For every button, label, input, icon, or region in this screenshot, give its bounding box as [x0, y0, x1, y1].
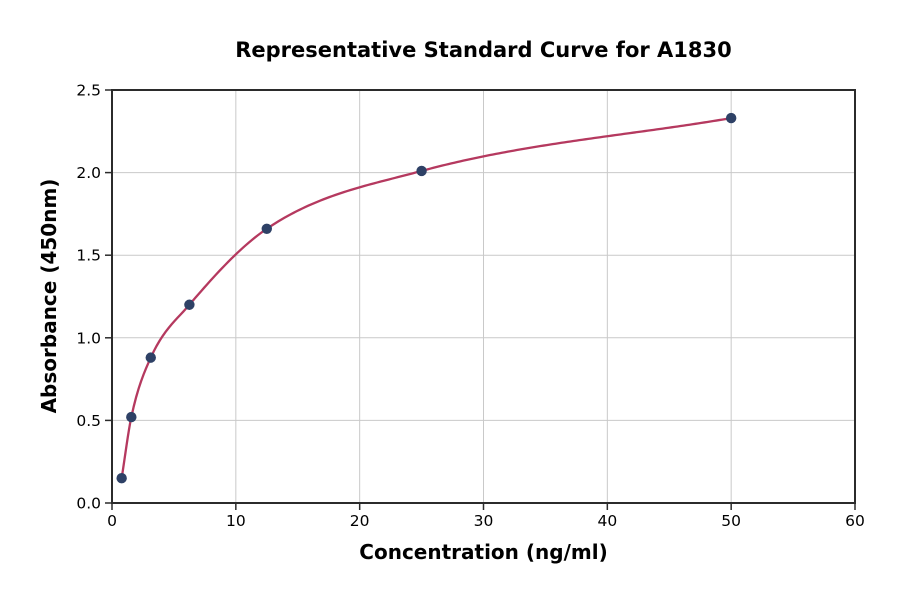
data-point — [184, 299, 195, 310]
y-tick-label: 2.5 — [76, 82, 101, 100]
x-tick-label: 20 — [350, 512, 370, 530]
data-point — [126, 411, 137, 423]
x-tick-label: 60 — [845, 512, 865, 530]
y-tick-label: 0.0 — [76, 495, 101, 513]
data-point — [725, 112, 737, 124]
y-tick-label: 0.5 — [76, 412, 101, 430]
data-point — [416, 165, 427, 177]
y-tick-label: 2.0 — [76, 164, 101, 182]
x-tick-label: 50 — [721, 512, 741, 530]
data-point — [261, 223, 272, 234]
x-tick-label: 0 — [107, 512, 117, 530]
x-tick-label: 40 — [597, 512, 617, 530]
y-tick-label: 1.0 — [76, 329, 101, 347]
x-axis-label: Concentration (ng/ml) — [359, 540, 608, 564]
y-tick-label: 1.5 — [76, 247, 101, 265]
chart-title: Representative Standard Curve for A1830 — [235, 38, 732, 62]
x-tick-label: 30 — [474, 512, 494, 530]
x-tick-label: 10 — [226, 512, 246, 530]
data-point — [116, 473, 127, 484]
data-point — [145, 352, 156, 363]
